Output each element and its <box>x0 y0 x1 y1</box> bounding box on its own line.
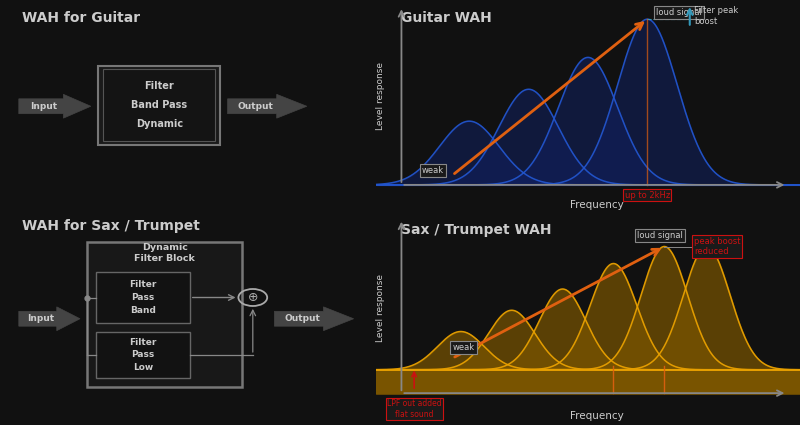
Text: ⊕: ⊕ <box>247 291 258 304</box>
Text: Output: Output <box>238 102 274 111</box>
Text: loud signal: loud signal <box>656 8 702 17</box>
Text: Pass: Pass <box>131 350 154 360</box>
Text: Filter: Filter <box>130 280 157 289</box>
FancyArrow shape <box>18 307 80 331</box>
Text: Sax / Trumpet WAH: Sax / Trumpet WAH <box>402 223 552 237</box>
Text: Input: Input <box>26 314 54 323</box>
Text: weak: weak <box>422 166 444 175</box>
Text: Band: Band <box>130 306 156 315</box>
Text: Low: Low <box>133 363 153 372</box>
FancyBboxPatch shape <box>96 272 190 323</box>
FancyArrow shape <box>18 94 91 118</box>
FancyArrow shape <box>274 307 354 331</box>
FancyArrow shape <box>227 94 307 118</box>
Text: Frequency: Frequency <box>570 411 623 421</box>
Text: Filter peak
boost: Filter peak boost <box>694 6 738 26</box>
Text: up to 2kHz: up to 2kHz <box>625 191 670 200</box>
Text: peak boost
reduced: peak boost reduced <box>694 237 741 256</box>
FancyBboxPatch shape <box>87 242 242 387</box>
Text: WAH for Guitar: WAH for Guitar <box>22 11 141 25</box>
FancyBboxPatch shape <box>96 332 190 378</box>
Text: Filter: Filter <box>144 81 174 91</box>
Text: Level response: Level response <box>376 274 385 342</box>
Text: Dynamic: Dynamic <box>136 119 182 129</box>
Text: Guitar WAH: Guitar WAH <box>402 11 492 25</box>
Text: Level response: Level response <box>376 62 385 130</box>
Text: Pass: Pass <box>131 293 154 302</box>
Text: Filter: Filter <box>130 338 157 347</box>
Text: Band Pass: Band Pass <box>131 100 187 110</box>
FancyBboxPatch shape <box>103 69 215 141</box>
Text: Output: Output <box>284 314 320 323</box>
Text: Dynamic
Filter Block: Dynamic Filter Block <box>134 243 195 263</box>
Text: weak: weak <box>452 343 474 352</box>
Text: Frequency: Frequency <box>570 200 623 210</box>
FancyBboxPatch shape <box>98 66 221 144</box>
Text: loud signal: loud signal <box>637 231 683 240</box>
Text: Input: Input <box>30 102 58 111</box>
Text: WAH for Sax / Trumpet: WAH for Sax / Trumpet <box>22 219 200 233</box>
Text: LPF out added
flat sound: LPF out added flat sound <box>387 400 442 419</box>
